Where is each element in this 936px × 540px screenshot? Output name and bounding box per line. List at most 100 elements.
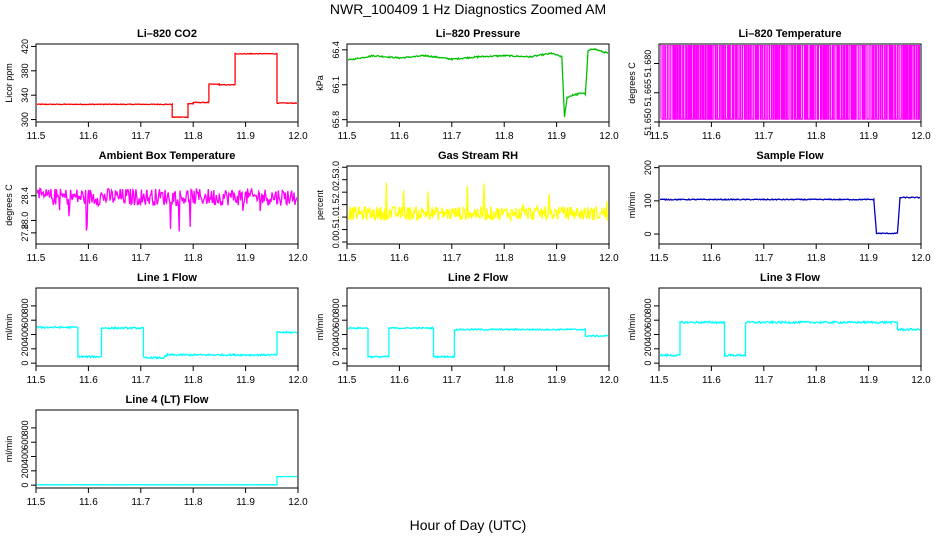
chart-panel-ambient: Ambient Box Temperature degrees C 11.5 11.6… — [4, 150, 308, 264]
y-tick-label: 0 — [331, 361, 341, 366]
y-tick-label: 800 — [20, 420, 30, 435]
y-tick-label: 400 — [20, 449, 30, 464]
data-series-line — [348, 326, 608, 359]
x-tick-label: 11.5 — [27, 253, 46, 264]
y-axis-label: ml/min — [627, 192, 637, 219]
y-tick-label: 600 — [643, 313, 653, 328]
chart-title: Li–820 Temperature — [738, 28, 841, 40]
x-tick-label: 12.0 — [911, 253, 931, 264]
x-tick-label: 11.7 — [442, 253, 461, 264]
x-tick-label: 11.7 — [442, 375, 461, 386]
x-tick-label: 11.6 — [390, 131, 409, 142]
x-tick-label: 11.5 — [338, 131, 357, 142]
x-tick-label: 11.9 — [547, 253, 566, 264]
x-tick-label: 11.8 — [807, 375, 826, 386]
y-tick-label: 400 — [331, 327, 341, 342]
y-axis-label: ml/min — [315, 314, 325, 341]
y-tick-label: 66.4 — [331, 41, 341, 59]
y-axis-label: ml/min — [4, 436, 14, 463]
chart-title: Line 4 (LT) Flow — [126, 394, 209, 406]
y-tick-label: 340 — [20, 88, 30, 103]
y-tick-label: 800 — [20, 298, 30, 313]
y-tick-label: 600 — [331, 313, 341, 328]
data-series-line — [348, 47, 608, 118]
y-tick-label: 200 — [20, 341, 30, 356]
chart-panel-rh: Gas Stream RH percent 11.5 11.6 11.7 11.8 11.9… — [315, 150, 619, 264]
y-tick-label: 0.5 — [331, 223, 341, 236]
y-tick-label: 200 — [331, 341, 341, 356]
x-tick-label: 11.8 — [184, 497, 203, 508]
chart-title: Li–820 CO2 — [137, 28, 197, 40]
y-axis-label: Licor ppm — [4, 63, 14, 103]
x-tick-label: 11.9 — [236, 253, 255, 264]
chart-panel-temperature: Li–820 Temperature degrees C 11.5 11.6 11.7 1… — [627, 28, 931, 142]
x-tick-label: 11.7 — [131, 497, 150, 508]
y-tick-label: 3.0 — [331, 161, 341, 174]
y-tick-label: 51.650 — [643, 108, 653, 136]
data-series-line — [37, 52, 297, 119]
x-tick-label: 12.0 — [599, 375, 619, 386]
chart-title: Ambient Box Temperature — [99, 150, 236, 162]
x-tick-label: 11.6 — [79, 497, 98, 508]
x-tick-label: 11.6 — [702, 375, 721, 386]
x-tick-label: 11.5 — [27, 375, 46, 386]
x-tick-label: 11.8 — [184, 253, 203, 264]
y-tick-label: 0 — [20, 483, 30, 488]
plot-frame — [35, 43, 299, 123]
x-tick-label: 11.8 — [495, 131, 514, 142]
chart-panel-line2: Line 2 Flow ml/min 11.5 11.6 11.7 11.8 11.9 12.… — [315, 272, 619, 386]
chart-panel-co2: Li–820 CO2 Licor ppm 11.5 11.6 11.7 11.8 11.9 1… — [4, 28, 308, 142]
x-tick-label: 12.0 — [288, 497, 308, 508]
x-tick-label: 11.8 — [807, 131, 826, 142]
plot-frame — [658, 287, 922, 367]
x-tick-label: 11.5 — [27, 497, 46, 508]
plot-frame — [35, 287, 299, 367]
figure-x-axis-label: Hour of Day (UTC) — [409, 517, 527, 533]
chart-title: Gas Stream RH — [438, 150, 518, 162]
y-tick-label: 28.0 — [20, 212, 30, 230]
data-series-line — [660, 320, 920, 358]
plot-frame — [346, 287, 610, 367]
y-tick-label: 100 — [643, 193, 653, 208]
chart-panel-line3: Line 3 Flow ml/min 11.5 11.6 11.7 11.8 11.9 12.… — [627, 272, 931, 386]
y-axis-label: kPa — [315, 75, 325, 91]
y-tick-label: 65.8 — [331, 111, 341, 129]
chart-panel-sample: Sample Flow ml/min 11.5 11.6 11.7 11.8 11.9 12.… — [627, 150, 931, 264]
x-tick-label: 12.0 — [911, 375, 931, 386]
x-tick-label: 11.9 — [859, 253, 878, 264]
y-tick-label: 51.665 — [643, 79, 653, 107]
y-tick-label: 0 — [20, 361, 30, 366]
x-tick-label: 11.9 — [236, 131, 255, 142]
data-series-line — [660, 196, 920, 235]
x-tick-label: 11.7 — [754, 253, 773, 264]
chart-title: Sample Flow — [756, 150, 824, 162]
y-tick-label: 2.0 — [331, 186, 341, 199]
data-series-line — [37, 475, 297, 486]
y-tick-label: 380 — [20, 63, 30, 78]
chart-panel-line1: Line 1 Flow ml/min 11.5 11.6 11.7 11.8 11.9 12.… — [4, 272, 308, 386]
y-tick-label: 0 — [643, 232, 653, 237]
y-tick-label: 51.680 — [643, 50, 653, 78]
y-axis-label: percent — [315, 189, 325, 220]
y-axis-label: degrees C — [4, 184, 14, 226]
data-series-line — [37, 325, 297, 360]
x-tick-label: 11.6 — [79, 131, 98, 142]
x-tick-label: 11.8 — [495, 253, 514, 264]
y-tick-label: 200 — [20, 463, 30, 478]
chart-title: Line 2 Flow — [448, 272, 508, 284]
x-tick-label: 11.8 — [184, 131, 203, 142]
x-tick-label: 12.0 — [599, 253, 619, 264]
y-tick-label: 200 — [643, 341, 653, 356]
x-tick-label: 11.5 — [338, 375, 357, 386]
y-tick-label: 600 — [20, 435, 30, 450]
x-tick-label: 11.7 — [754, 375, 773, 386]
plot-frame — [35, 409, 299, 489]
x-tick-label: 11.8 — [495, 375, 514, 386]
x-tick-label: 12.0 — [911, 131, 931, 142]
x-tick-label: 11.8 — [184, 375, 203, 386]
x-tick-label: 11.8 — [807, 253, 826, 264]
x-tick-label: 11.9 — [547, 375, 566, 386]
y-tick-label: 2.5 — [331, 173, 341, 186]
x-tick-label: 11.5 — [650, 253, 669, 264]
